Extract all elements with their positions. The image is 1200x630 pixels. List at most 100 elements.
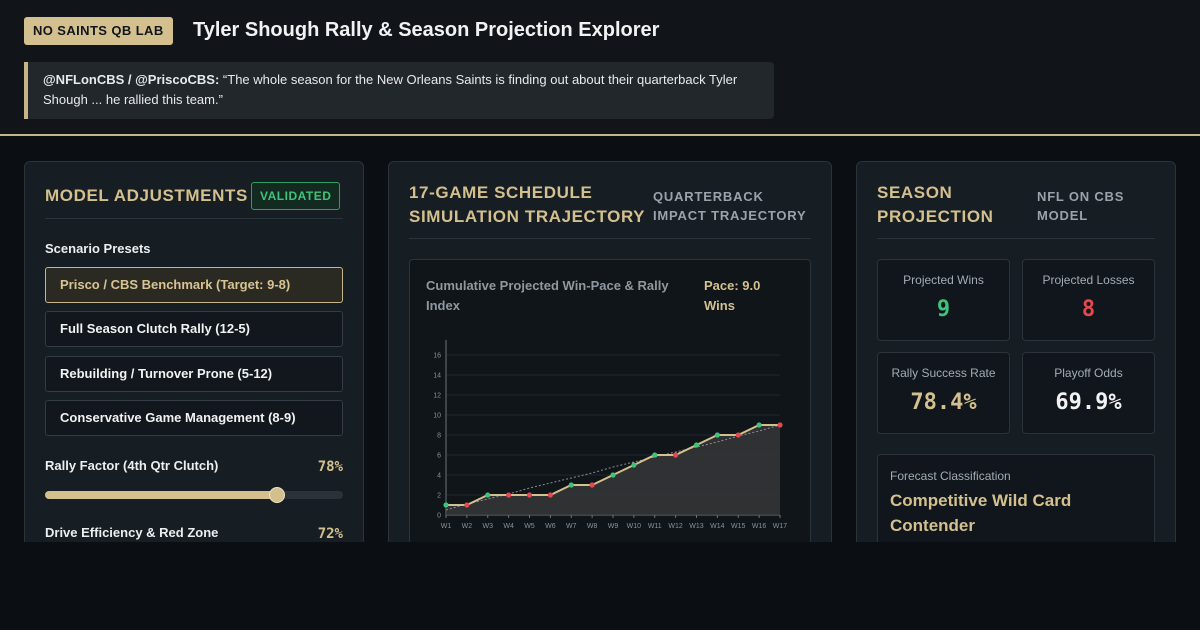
x-tick-label: W11 — [648, 523, 662, 530]
game-point — [506, 492, 512, 498]
stat-label: Projected Losses — [1042, 273, 1135, 287]
x-tick-label: W14 — [710, 523, 725, 530]
chart-container: Cumulative Projected Win-Pace & Rally In… — [409, 259, 811, 559]
header-bar: NO SAINTS QB LAB Tyler Shough Rally & Se… — [0, 0, 1200, 136]
panel-title-line1: 17-GAME SCHEDULE — [409, 183, 593, 202]
x-tick-label: W8 — [587, 523, 598, 530]
game-point — [485, 492, 491, 498]
game-point — [735, 432, 741, 438]
projected-losses-card: Projected Losses 8 — [1022, 259, 1155, 341]
game-point — [568, 482, 574, 488]
pace-line1: Pace: 9.0 — [704, 278, 761, 293]
x-tick-label: W1 — [441, 523, 452, 530]
x-tick-label: W7 — [566, 523, 577, 530]
page-title: Tyler Shough Rally & Season Projection E… — [193, 19, 660, 41]
playoff-odds-card: Playoff Odds 69.9% — [1022, 352, 1155, 434]
y-tick-label: 6 — [437, 453, 441, 460]
chart-title: Cumulative Projected Win-Pace & Rally In… — [426, 278, 669, 313]
rally-factor-value: 78% — [317, 459, 343, 475]
model-adjustments-panel: MODEL ADJUSTMENTS VALIDATED Scenario Pre… — [24, 161, 364, 561]
season-projection-panel: SEASON PROJECTION NFL ON CBS MODEL Proje… — [856, 161, 1176, 561]
schedule-trajectory-panel: 17-GAME SCHEDULE SIMULATION TRAJECTORY Q… — [388, 161, 832, 561]
quote-source: @NFLonCBS / @PriscoCBS: — [43, 72, 220, 87]
drive-efficiency-label: Drive Efficiency & Red Zone — [45, 525, 219, 540]
stat-value: 8 — [1081, 297, 1096, 322]
panel-subtitle-line2: IMPACT TRAJECTORY — [653, 208, 807, 223]
panel-subtitle-line2: MODEL — [1037, 208, 1088, 223]
game-point — [631, 462, 637, 468]
y-tick-label: 0 — [437, 513, 441, 520]
panel-title-line2: PROJECTION — [877, 207, 994, 226]
y-tick-label: 4 — [437, 473, 441, 480]
game-point — [652, 452, 658, 458]
x-tick-label: W13 — [689, 523, 704, 530]
forecast-value: Competitive Wild Card Contender — [890, 491, 1072, 535]
quote-block: @NFLonCBS / @PriscoCBS: “The whole seaso… — [24, 62, 774, 119]
rally-factor-thumb[interactable] — [269, 487, 286, 503]
win-pace-chart: 0 2 4 6 8 10 12 14 16 W1 W2 W3 W4 W5 W6 W7 W8 W9 W10 W11 W12… — [433, 340, 788, 530]
panel-subtitle: NFL ON CBS MODEL — [1037, 187, 1124, 225]
scenario-preset-button[interactable]: Conservative Game Management (8-9) — [45, 400, 343, 436]
stat-value: 78.4% — [910, 390, 977, 415]
drive-efficiency-value: 72% — [317, 526, 343, 542]
stat-value: 9 — [936, 297, 951, 322]
y-tick-label: 10 — [433, 413, 441, 420]
x-tick-label: W3 — [483, 523, 494, 530]
panel-subtitle-line1: NFL ON CBS — [1037, 189, 1125, 204]
x-tick-label: W9 — [608, 523, 619, 530]
game-point — [673, 452, 679, 458]
x-tick-label: W17 — [773, 523, 788, 530]
game-point — [610, 472, 616, 478]
stat-label: Playoff Odds — [1054, 366, 1123, 380]
y-tick-label: 12 — [433, 393, 441, 400]
scenario-preset-button[interactable]: Full Season Clutch Rally (12-5) — [45, 311, 343, 347]
divider — [45, 218, 343, 219]
pace-label: Pace: 9.0 Wins — [704, 276, 784, 316]
quote-text: “The whole season for the New Orleans Sa… — [43, 72, 738, 107]
lab-badge: NO SAINTS QB LAB — [24, 17, 173, 45]
forecast-label: Forecast Classification — [890, 469, 1011, 483]
stat-label: Rally Success Rate — [891, 366, 996, 380]
game-point — [464, 502, 470, 508]
stat-value: 69.9% — [1055, 390, 1122, 415]
stat-label: Projected Wins — [903, 273, 984, 287]
x-tick-label: W2 — [462, 523, 473, 530]
x-tick-label: W10 — [627, 523, 642, 530]
x-tick-label: W12 — [668, 523, 683, 530]
divider — [877, 238, 1155, 239]
x-tick-label: W16 — [752, 523, 767, 530]
y-tick-label: 14 — [433, 373, 441, 380]
game-point — [777, 422, 783, 428]
y-tick-label: 16 — [433, 353, 441, 360]
game-point — [526, 492, 533, 498]
panel-title-line2: SIMULATION TRAJECTORY — [409, 207, 646, 226]
y-tick-label: 8 — [437, 433, 441, 440]
game-point — [589, 482, 595, 488]
panel-title-line1: SEASON — [877, 183, 953, 202]
rally-factor-slider[interactable] — [45, 487, 343, 503]
validated-badge: VALIDATED — [251, 182, 341, 210]
panel-title: MODEL ADJUSTMENTS — [45, 186, 248, 205]
game-point — [443, 502, 449, 508]
game-point — [714, 432, 720, 438]
rally-success-card: Rally Success Rate 78.4% — [877, 352, 1010, 434]
y-tick-label: 2 — [437, 493, 441, 500]
panel-title: SEASON PROJECTION — [877, 181, 994, 229]
panel-title: 17-GAME SCHEDULE SIMULATION TRAJECTORY — [409, 181, 645, 229]
scenario-preset-button[interactable]: Prisco / CBS Benchmark (Target: 9-8) — [45, 267, 343, 303]
game-point — [693, 442, 700, 448]
projected-wins-card: Projected Wins 9 — [877, 259, 1010, 341]
pace-line2: Wins — [704, 298, 735, 313]
rally-factor-label: Rally Factor (4th Qtr Clutch) — [45, 458, 219, 473]
divider — [409, 238, 811, 239]
page-background — [0, 542, 1200, 630]
rally-factor-fill — [45, 491, 278, 499]
x-tick-label: W5 — [524, 523, 535, 530]
scenario-preset-button[interactable]: Rebuilding / Turnover Prone (5-12) — [45, 356, 343, 392]
x-tick-label: W4 — [503, 523, 514, 530]
game-point — [547, 492, 553, 498]
x-tick-label: W6 — [545, 523, 556, 530]
x-tick-label: W15 — [731, 523, 746, 530]
scenario-presets-label: Scenario Presets — [45, 241, 151, 256]
panel-subtitle-line1: QUARTERBACK — [653, 189, 764, 204]
